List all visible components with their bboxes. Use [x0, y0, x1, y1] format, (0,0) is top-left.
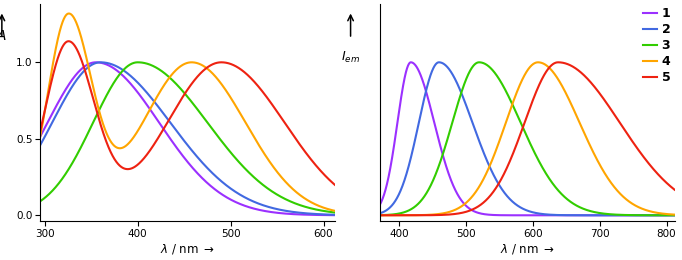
Text: A: A [0, 29, 7, 43]
X-axis label: $\lambda$ / nm $\rightarrow$: $\lambda$ / nm $\rightarrow$ [160, 242, 215, 256]
Legend: 1, 2, 3, 4, 5: 1, 2, 3, 4, 5 [642, 6, 672, 85]
Text: $I_{em}$: $I_{em}$ [341, 50, 360, 65]
X-axis label: $\lambda$ / nm $\rightarrow$: $\lambda$ / nm $\rightarrow$ [500, 242, 555, 256]
